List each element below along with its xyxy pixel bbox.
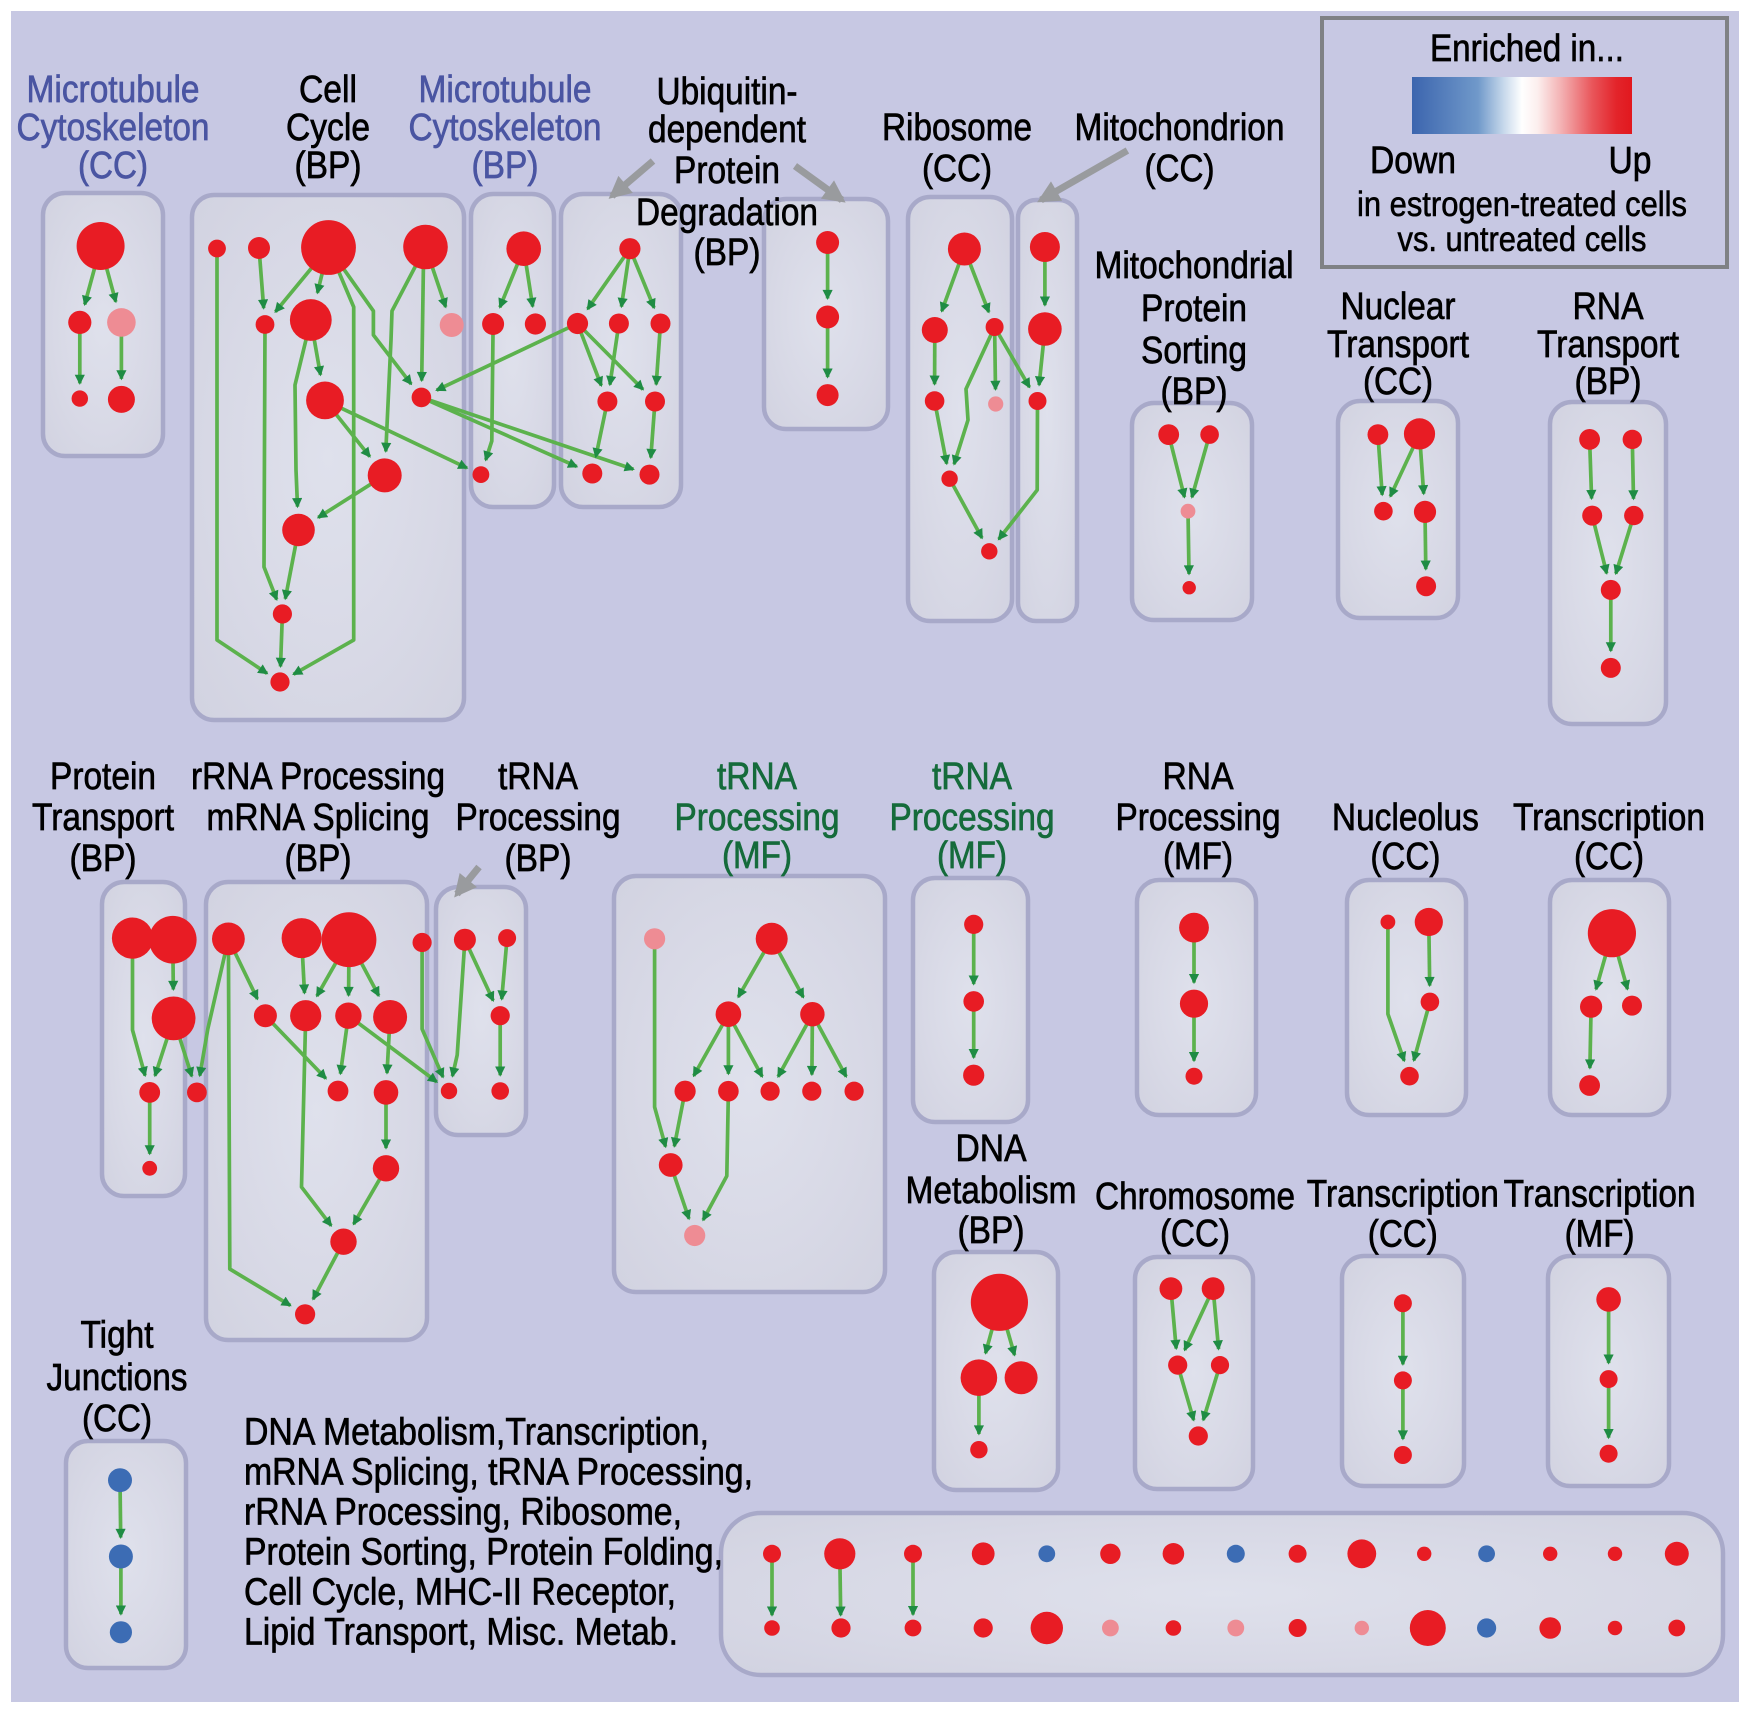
svg-text:rRNA Processing: rRNA Processing [191,755,445,798]
svg-text:Transcription: Transcription [1513,796,1705,839]
svg-text:(BP): (BP) [285,837,352,880]
svg-text:Mitochondrion: Mitochondrion [1075,106,1285,149]
svg-text:DNA: DNA [956,1127,1027,1170]
svg-text:Processing: Processing [456,796,621,839]
svg-text:(CC): (CC) [1145,147,1215,190]
svg-text:Transcription: Transcription [1504,1173,1696,1216]
svg-text:(CC): (CC) [1160,1212,1230,1255]
svg-text:Transcription: Transcription [1307,1173,1499,1216]
svg-text:Processing: Processing [1116,796,1281,839]
svg-text:tRNA: tRNA [932,755,1012,798]
svg-text:(CC): (CC) [1370,835,1440,878]
svg-text:RNA: RNA [1573,285,1644,328]
svg-text:dependent: dependent [648,108,806,151]
svg-text:Protein Sorting, Protein Foldi: Protein Sorting, Protein Folding, [244,1530,723,1573]
svg-text:Degradation: Degradation [636,191,818,234]
svg-text:(BP): (BP) [1575,360,1642,403]
svg-text:(MF): (MF) [937,834,1007,877]
svg-text:Cell: Cell [299,68,357,111]
svg-text:Down: Down [1370,139,1456,182]
svg-text:Up: Up [1609,139,1652,182]
svg-text:Cytoskeleton: Cytoskeleton [17,106,210,149]
svg-text:(CC): (CC) [1574,835,1644,878]
svg-text:Transport: Transport [1537,323,1679,366]
svg-text:Chromosome: Chromosome [1095,1175,1295,1218]
svg-text:Processing: Processing [890,796,1055,839]
svg-text:Nucleolus: Nucleolus [1332,796,1479,839]
svg-text:Protein: Protein [1141,287,1247,330]
svg-text:(BP): (BP) [505,837,572,880]
svg-text:RNA: RNA [1163,755,1234,798]
svg-text:(BP): (BP) [694,231,761,274]
svg-text:Metabolism: Metabolism [906,1169,1077,1212]
svg-text:(CC): (CC) [78,144,148,187]
svg-text:mRNA Splicing, tRNA Processing: mRNA Splicing, tRNA Processing, [244,1450,753,1493]
svg-text:vs. untreated cells: vs. untreated cells [1398,220,1647,259]
svg-text:Protein: Protein [674,149,780,192]
svg-text:DNA Metabolism,Transcription,: DNA Metabolism,Transcription, [244,1410,709,1453]
svg-text:Tight: Tight [81,1313,154,1356]
svg-text:(CC): (CC) [1363,360,1433,403]
svg-text:tRNA: tRNA [498,755,578,798]
svg-text:Enriched in...: Enriched in... [1430,27,1624,70]
svg-text:(MF): (MF) [722,834,792,877]
svg-text:Sorting: Sorting [1141,329,1247,372]
svg-text:Processing: Processing [675,796,840,839]
svg-text:Transport: Transport [1327,323,1469,366]
svg-text:Lipid Transport, Misc. Metab.: Lipid Transport, Misc. Metab. [244,1610,678,1653]
svg-text:Junctions: Junctions [47,1356,188,1399]
svg-text:Microtubule: Microtubule [27,68,200,111]
svg-text:Protein: Protein [50,755,156,798]
svg-text:(MF): (MF) [1565,1212,1635,1255]
svg-text:Ubiquitin-: Ubiquitin- [657,70,798,113]
svg-text:Microtubule: Microtubule [419,68,592,111]
svg-text:Ribosome: Ribosome [882,106,1032,149]
svg-text:tRNA: tRNA [717,755,797,798]
svg-text:Cell Cycle, MHC-II Receptor,: Cell Cycle, MHC-II Receptor, [244,1570,676,1613]
svg-text:Mitochondrial: Mitochondrial [1095,244,1294,287]
svg-text:(MF): (MF) [1163,835,1233,878]
svg-text:Nuclear: Nuclear [1341,285,1456,328]
svg-text:in estrogen-treated cells: in estrogen-treated cells [1357,185,1687,224]
svg-text:mRNA Splicing: mRNA Splicing [207,796,430,839]
svg-text:(BP): (BP) [70,837,137,880]
svg-text:(BP): (BP) [1161,370,1228,413]
svg-text:(CC): (CC) [922,147,992,190]
svg-text:rRNA Processing, Ribosome,: rRNA Processing, Ribosome, [244,1490,682,1533]
svg-text:(CC): (CC) [1368,1212,1438,1255]
svg-text:Transport: Transport [32,796,174,839]
svg-text:Cytoskeleton: Cytoskeleton [409,106,602,149]
svg-text:(BP): (BP) [295,144,362,187]
svg-text:(BP): (BP) [958,1209,1025,1252]
svg-text:(CC): (CC) [82,1397,152,1440]
svg-text:Cycle: Cycle [286,106,370,149]
svg-text:(BP): (BP) [472,144,539,187]
